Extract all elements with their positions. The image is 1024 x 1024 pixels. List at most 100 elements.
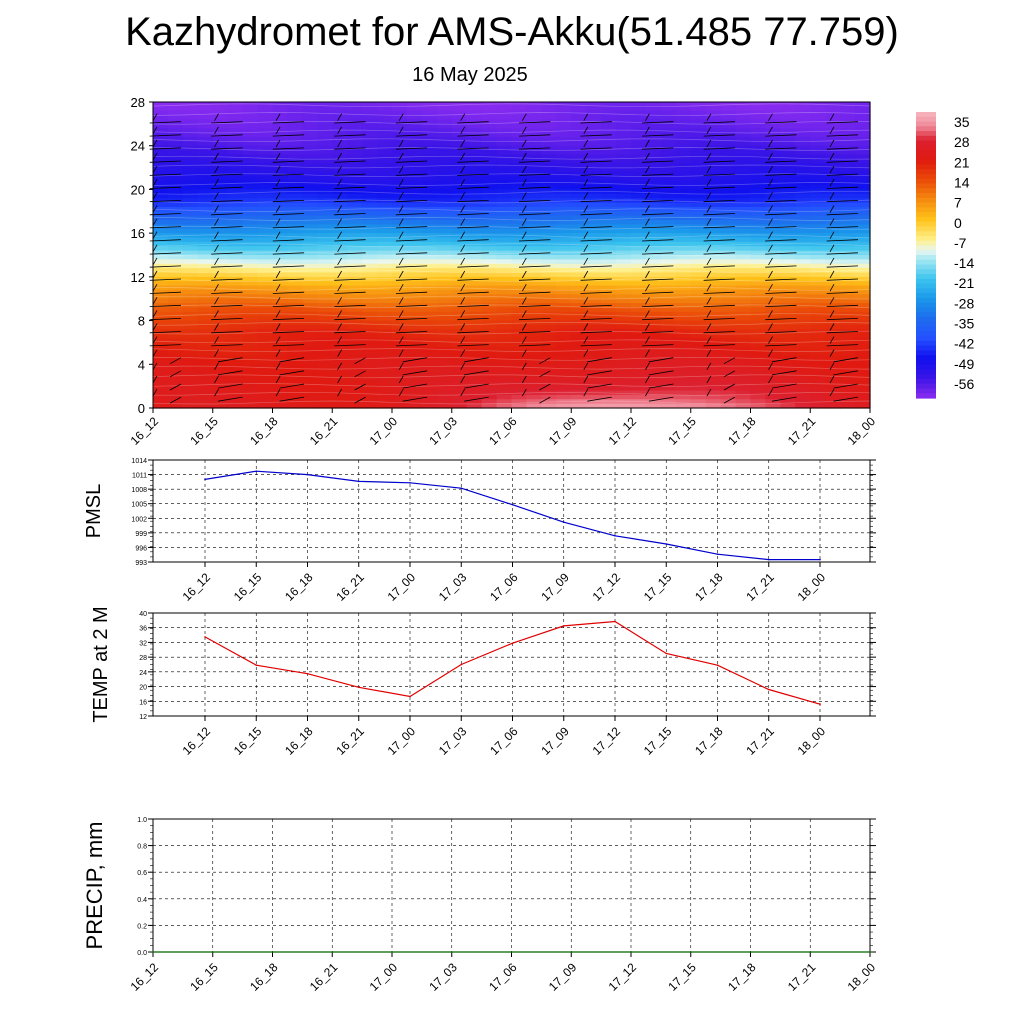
heat-cell bbox=[302, 263, 318, 269]
heat-cell bbox=[436, 255, 453, 260]
wind-barb-flag bbox=[214, 192, 219, 200]
heat-cell bbox=[705, 351, 722, 357]
heat-cell bbox=[317, 289, 333, 295]
heat-cell bbox=[855, 193, 871, 199]
wind-barb-flag bbox=[275, 336, 281, 344]
heat-cell bbox=[765, 123, 781, 129]
heat-cell bbox=[436, 298, 453, 304]
heat-cell bbox=[347, 403, 363, 409]
heat-cell bbox=[616, 294, 632, 300]
heat-cell bbox=[347, 110, 363, 116]
heat-cell bbox=[257, 211, 274, 217]
wind-barb-flag bbox=[706, 231, 712, 239]
heat-cell bbox=[720, 399, 737, 405]
heat-cell bbox=[840, 346, 856, 352]
contour-line bbox=[152, 287, 871, 291]
heat-cell bbox=[825, 136, 841, 142]
heat-cell bbox=[825, 294, 841, 300]
heat-cell bbox=[720, 294, 737, 300]
heat-cell bbox=[780, 294, 796, 300]
heat-cell bbox=[242, 202, 259, 208]
heat-cell bbox=[705, 373, 722, 378]
heat-cell bbox=[242, 123, 259, 129]
wind-barb-shaft bbox=[826, 265, 859, 268]
wind-barb-shaft bbox=[771, 370, 797, 376]
heat-cell bbox=[153, 377, 169, 383]
heat-cell bbox=[212, 250, 229, 256]
heat-cell bbox=[795, 311, 811, 317]
wind-barb bbox=[645, 375, 674, 389]
heat-cell bbox=[631, 386, 647, 392]
wind-barb-shaft bbox=[518, 213, 551, 216]
heat-cell bbox=[631, 263, 647, 269]
contour-line bbox=[152, 348, 871, 352]
heat-cell bbox=[601, 141, 617, 147]
heat-cell bbox=[167, 189, 184, 195]
heat-cell bbox=[675, 311, 692, 317]
heat-cell bbox=[765, 237, 781, 243]
heat-cell bbox=[212, 180, 229, 186]
heat-cell bbox=[451, 106, 468, 112]
heat-cell bbox=[347, 294, 363, 300]
heat-cell bbox=[631, 294, 647, 300]
heat-cell bbox=[466, 394, 483, 400]
data-point bbox=[255, 470, 258, 473]
heat-cell bbox=[511, 136, 528, 142]
colorbar-label: 21 bbox=[954, 154, 970, 170]
colorbar-swatch bbox=[916, 316, 936, 323]
wind-barb bbox=[395, 218, 428, 229]
heat-cell bbox=[825, 268, 841, 274]
heat-cell bbox=[571, 342, 587, 348]
heat-cell bbox=[257, 399, 274, 405]
heat-cell bbox=[436, 228, 453, 234]
heat-cell bbox=[810, 215, 826, 221]
heat-cell bbox=[227, 202, 244, 208]
wind-barb-shaft bbox=[723, 370, 736, 378]
wind-barb-flag bbox=[706, 297, 712, 305]
heat-cell bbox=[660, 136, 677, 142]
heat-cell bbox=[556, 303, 572, 309]
heat-cell bbox=[705, 338, 722, 344]
heat-cell bbox=[675, 145, 692, 151]
heat-cell bbox=[750, 241, 767, 247]
heat-cell bbox=[257, 276, 274, 282]
heat-cell bbox=[466, 220, 483, 225]
x-tick-label: 16_12 bbox=[180, 724, 214, 758]
heat-cell bbox=[855, 132, 871, 138]
heat-cell bbox=[257, 158, 274, 164]
heat-cell bbox=[332, 403, 348, 409]
wind-barb bbox=[395, 139, 428, 150]
heat-cell bbox=[855, 324, 871, 330]
heat-cell bbox=[690, 110, 707, 116]
heat-cell bbox=[481, 255, 498, 260]
heat-cell bbox=[182, 285, 199, 291]
heat-cell bbox=[182, 228, 199, 234]
heat-cell bbox=[332, 237, 348, 243]
wind-barb-flag bbox=[275, 218, 281, 226]
heat-cell bbox=[825, 320, 841, 326]
wind-barb-flag bbox=[398, 152, 404, 161]
heat-cell bbox=[840, 176, 856, 182]
heat-cell bbox=[451, 289, 468, 295]
heat-cell bbox=[855, 167, 871, 173]
heat-cell bbox=[197, 268, 214, 274]
heat-cell bbox=[825, 150, 841, 156]
heat-cell bbox=[377, 320, 393, 326]
heat-cell bbox=[153, 394, 169, 400]
heat-cell bbox=[675, 123, 692, 129]
heat-cell bbox=[795, 211, 811, 217]
heat-cell bbox=[153, 303, 169, 309]
heat-cell bbox=[332, 298, 348, 304]
heat-cell bbox=[197, 390, 214, 396]
heat-cell bbox=[601, 202, 617, 208]
heat-cell bbox=[795, 246, 811, 252]
wind-barb-shaft bbox=[826, 160, 859, 163]
heat-cell bbox=[765, 193, 781, 199]
heat-cell bbox=[242, 154, 259, 160]
heat-cell bbox=[317, 373, 333, 378]
heat-cell bbox=[765, 224, 781, 230]
heat-cell bbox=[481, 298, 498, 304]
wind-barb-shaft bbox=[149, 318, 182, 321]
heat-cell bbox=[197, 198, 214, 204]
heat-cell bbox=[153, 189, 169, 195]
